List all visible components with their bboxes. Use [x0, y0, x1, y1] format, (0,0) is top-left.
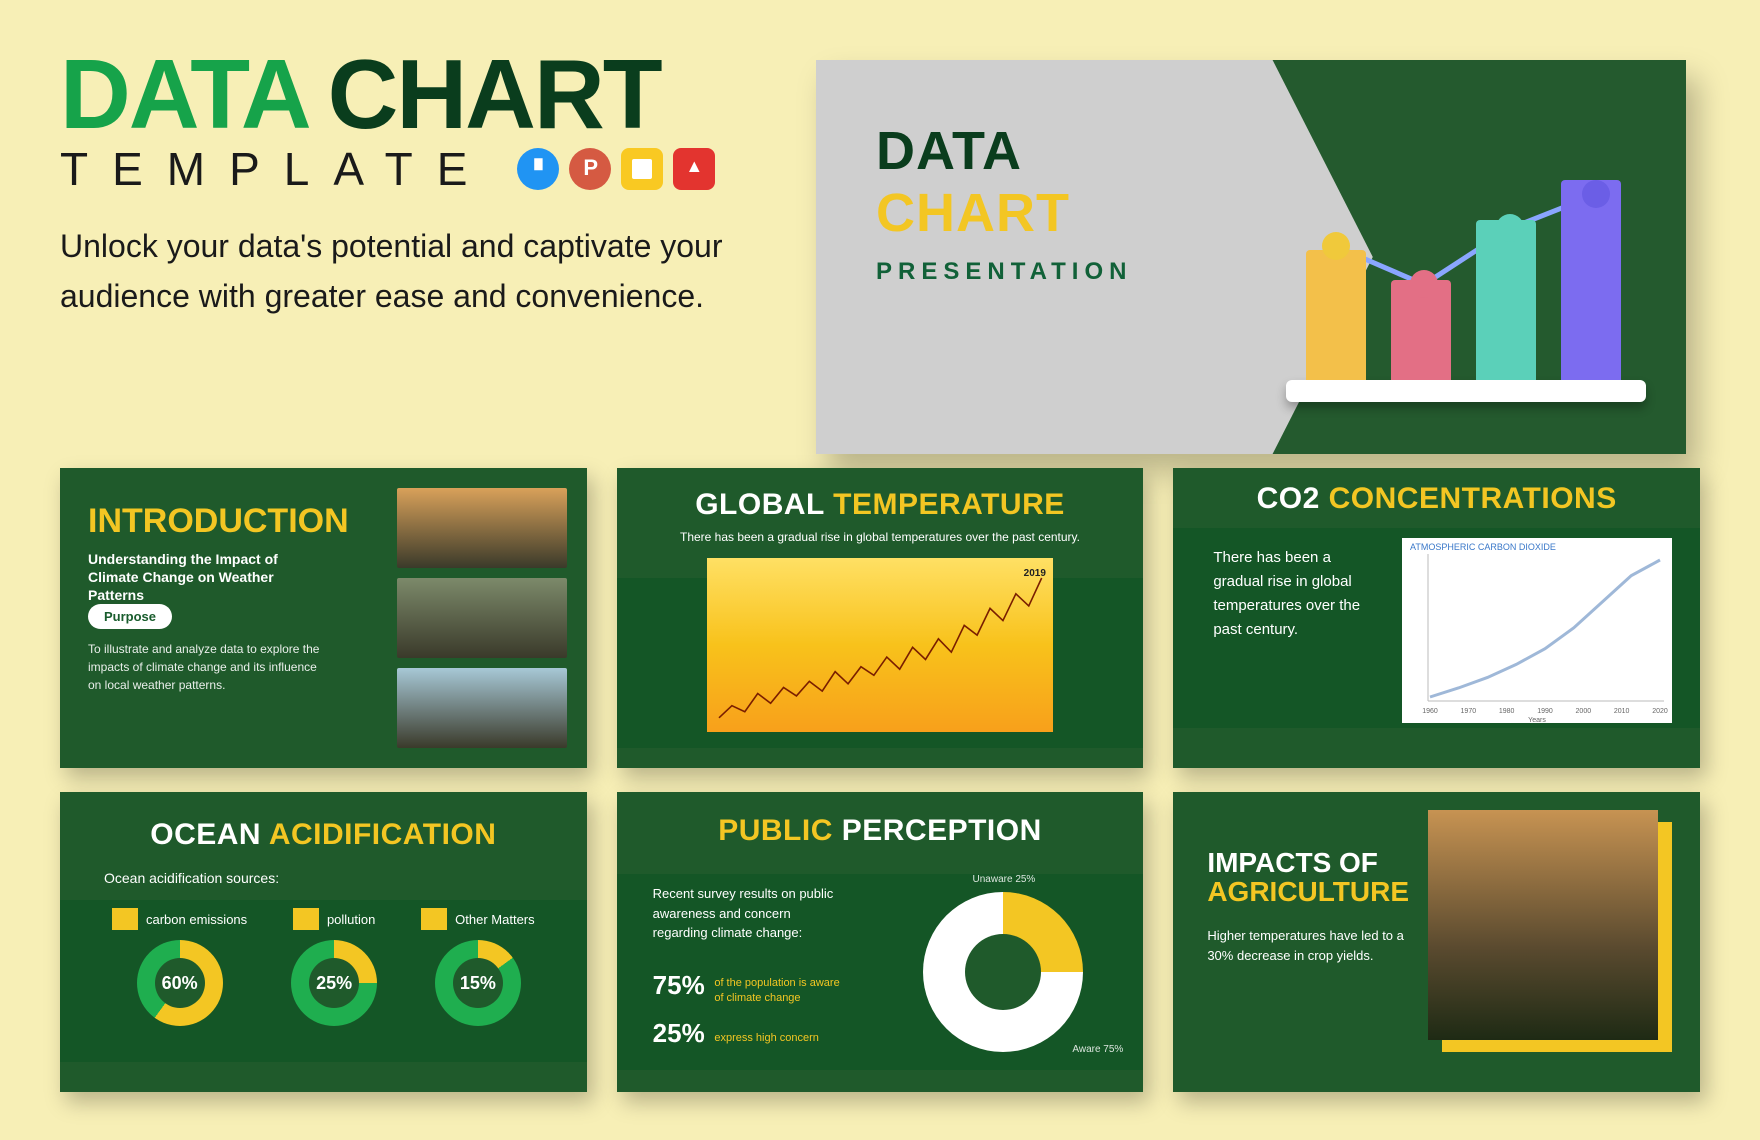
hero-line-3: PRESENTATION — [876, 258, 1313, 286]
tagline: Unlock your data's potential and captiva… — [60, 222, 820, 321]
hero-bar — [1561, 180, 1621, 380]
purpose-pill: Purpose — [88, 604, 172, 629]
svg-text:1990: 1990 — [1537, 708, 1553, 715]
title-part-1: GLOBAL — [695, 488, 833, 521]
slide-introduction: INTRODUCTION Understanding the Impact of… — [60, 468, 587, 768]
google-slides-icon — [621, 148, 663, 190]
donut-chart: 60% — [137, 940, 223, 1026]
svg-text:2000: 2000 — [1576, 708, 1592, 715]
donut-value: 25% — [291, 940, 377, 1026]
co2-chart: ATMOSPHERIC CARBON DIOXIDE 1960197019801… — [1402, 538, 1672, 723]
app-icon-row — [517, 148, 715, 190]
slide-title: PUBLIC PERCEPTION — [617, 814, 1144, 848]
temperature-chart: 2019 — [707, 558, 1054, 732]
keynote-icon — [517, 148, 559, 190]
hero-line-1: DATA — [876, 120, 1313, 182]
slide-agriculture: IMPACTS OF AGRICULTURE Higher temperatur… — [1173, 792, 1700, 1092]
stat-pct: 25% — [653, 1018, 705, 1048]
intro-thumb — [397, 668, 567, 748]
donut-value: 60% — [137, 940, 223, 1026]
svg-text:2020: 2020 — [1652, 708, 1668, 715]
factory-icon — [112, 908, 138, 930]
hero-bar — [1476, 220, 1536, 380]
page-title: DATACHART — [60, 50, 840, 138]
svg-text:2010: 2010 — [1614, 708, 1630, 715]
title-word-2: CHART — [328, 39, 661, 149]
stat-text: of the population is aware of climate ch… — [714, 976, 844, 1005]
stat-pct: 75% — [653, 970, 705, 1000]
title-part-2: TEMPERATURE — [833, 488, 1065, 521]
slide-body: To illustrate and analyze data to explor… — [88, 640, 328, 694]
item-label: Other Matters — [421, 908, 534, 930]
agriculture-photo — [1428, 810, 1658, 1040]
slide-body: Higher temperatures have led to a 30% de… — [1207, 926, 1407, 966]
slide-co2: CO2 CONCENTRATIONS There has been a grad… — [1173, 468, 1700, 768]
slide-body: Recent survey results on public awarenes… — [653, 884, 843, 943]
intro-thumb — [397, 578, 567, 658]
svg-text:Years: Years — [1528, 717, 1546, 723]
slide-subtitle: Ocean acidification sources: — [104, 870, 279, 886]
page-subtitle: TEMPLATE — [60, 142, 491, 196]
hero-dot — [1410, 270, 1438, 298]
hero-dot — [1582, 180, 1610, 208]
hero-dot — [1496, 214, 1524, 242]
item-label: pollution — [293, 908, 375, 930]
pie-label-aware: Aware 75% — [1072, 1044, 1123, 1055]
svg-text:1960: 1960 — [1422, 708, 1438, 715]
title-part-1: OCEAN — [150, 818, 269, 851]
title-line-2: AGRICULTURE — [1207, 876, 1409, 907]
other-icon — [421, 908, 447, 930]
title-block: DATACHART TEMPLATE Unlock your data's po… — [60, 50, 840, 321]
hero-bar — [1306, 250, 1366, 380]
thumb-stack — [397, 488, 567, 748]
intro-thumb — [397, 488, 567, 568]
item-text: carbon emissions — [146, 912, 247, 927]
slide-title: CO2 CONCENTRATIONS — [1173, 482, 1700, 516]
title-part-1: CO2 — [1257, 482, 1329, 515]
donut-chart: 25% — [291, 940, 377, 1026]
title-part-1: PUBLIC — [718, 814, 842, 847]
donut-value: 15% — [435, 940, 521, 1026]
hero-dot — [1322, 232, 1350, 260]
slide-title: GLOBAL TEMPERATURE — [617, 488, 1144, 522]
stat-2: 25% express high concern — [653, 1018, 819, 1049]
slide-public-perception: PUBLIC PERCEPTION Recent survey results … — [617, 792, 1144, 1092]
chart-base — [1286, 380, 1646, 402]
ocean-item: Other Matters 15% — [421, 908, 534, 1026]
ocean-item: carbon emissions 60% — [112, 908, 247, 1026]
pdf-icon — [673, 148, 715, 190]
ocean-columns: carbon emissions 60% pollution 25% Other Mat… — [90, 908, 557, 1026]
svg-text:1970: 1970 — [1461, 708, 1477, 715]
hero-card: DATA CHART PRESENTATION — [816, 60, 1686, 454]
item-text: Other Matters — [455, 912, 534, 927]
slide-body: There has been a gradual rise in global … — [1213, 546, 1373, 642]
slide-ocean-acidification: OCEAN ACIDIFICATION Ocean acidification … — [60, 792, 587, 1092]
title-word-1: DATA — [60, 39, 310, 149]
pollution-icon — [293, 908, 319, 930]
donut-chart: 15% — [435, 940, 521, 1026]
title-part-2: PERCEPTION — [842, 814, 1042, 847]
item-label: carbon emissions — [112, 908, 247, 930]
hero-line-2: CHART — [876, 182, 1313, 244]
slide-subtitle: There has been a gradual rise in global … — [617, 530, 1144, 544]
slide-title: OCEAN ACIDIFICATION — [60, 818, 587, 852]
svg-text:1980: 1980 — [1499, 708, 1515, 715]
slide-grid: INTRODUCTION Understanding the Impact of… — [60, 468, 1700, 1092]
slide-title: INTRODUCTION — [88, 502, 349, 541]
svg-text:2019: 2019 — [1023, 568, 1046, 579]
title-part-2: ACIDIFICATION — [269, 818, 497, 851]
slide-global-temperature: GLOBAL TEMPERATURE There has been a grad… — [617, 468, 1144, 768]
stat-1: 75% of the population is aware of climat… — [653, 970, 845, 1005]
powerpoint-icon — [569, 148, 611, 190]
perception-pie — [923, 892, 1083, 1052]
ocean-item: pollution 25% — [291, 908, 377, 1026]
hero-bar-chart — [1286, 162, 1646, 402]
slide-subtitle: Understanding the Impact of Climate Chan… — [88, 550, 318, 605]
stat-text: express high concern — [714, 1031, 819, 1045]
pie-label-unaware: Unaware 25% — [973, 874, 1036, 885]
slide-title: IMPACTS OF AGRICULTURE — [1207, 848, 1409, 907]
item-text: pollution — [327, 912, 375, 927]
title-line-1: IMPACTS OF — [1207, 847, 1378, 878]
title-part-2: CONCENTRATIONS — [1329, 482, 1617, 515]
